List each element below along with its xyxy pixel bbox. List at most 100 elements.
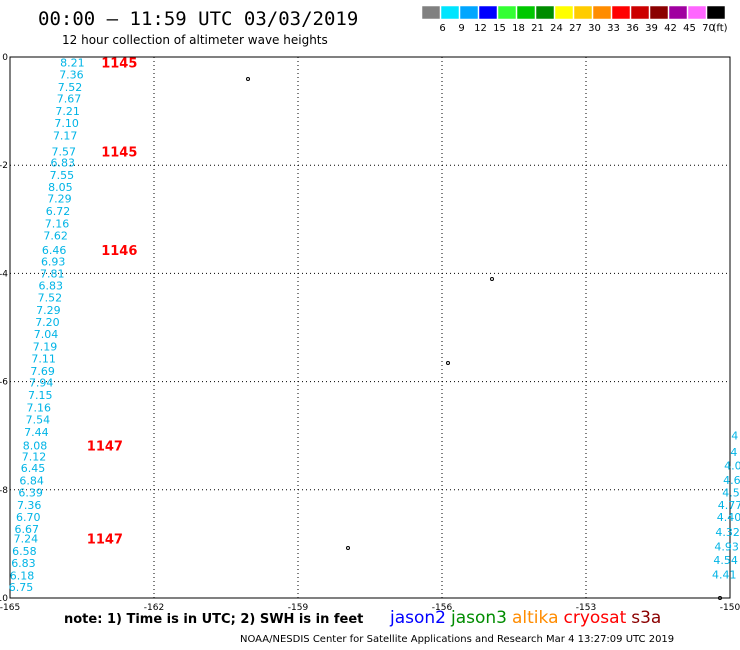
wave-height-value: 6.67 <box>15 523 40 536</box>
legend-swatch <box>535 6 555 20</box>
wave-height-value: 6.83 <box>11 557 36 570</box>
map-title: 00:00 – 11:59 UTC 03/03/2019 <box>38 8 359 30</box>
legend-swatch <box>440 6 460 20</box>
wave-height-value: 6.46 <box>42 244 67 257</box>
wave-height-value: 4.77 <box>718 499 740 512</box>
latitude-tick-label: -6 <box>0 378 8 388</box>
wave-height-value: 7.16 <box>27 402 52 415</box>
latitude-tick-label: 0 <box>2 53 8 63</box>
wave-height-value: 7.62 <box>43 230 68 243</box>
legend-swatch <box>497 6 517 20</box>
legend-label: 18 <box>512 23 525 34</box>
latitude-tick-label: -4 <box>0 269 8 279</box>
track-time-label: 1145 <box>101 146 137 161</box>
legend-swatch <box>668 6 688 20</box>
wave-height-value: 4.41 <box>712 569 737 582</box>
wave-height-value: 7.67 <box>57 93 82 106</box>
note-text: note: 1) Time is in UTC; 2) SWH is in fe… <box>64 612 364 627</box>
wave-height-value: 7.24 <box>14 532 39 545</box>
wave-height-value: 7.36 <box>17 499 42 512</box>
longitude-tick-label: -150 <box>720 603 740 613</box>
wave-height-value: 7.16 <box>45 218 70 231</box>
legend-swatch <box>592 6 612 20</box>
legend-label: 70 <box>702 23 715 34</box>
legend-label: 33 <box>607 23 620 34</box>
legend-label: 21 <box>531 23 544 34</box>
wave-height-value: 7.20 <box>35 316 60 329</box>
legend-label: 36 <box>626 23 639 34</box>
wave-height-value: 7.57 <box>52 146 77 159</box>
wave-height-value: 6.83 <box>39 279 64 292</box>
wave-height-value: 7.94 <box>29 377 54 390</box>
latitude-tick-label: -10 <box>0 594 8 604</box>
wave-height-value: 6.84 <box>19 475 44 488</box>
track-time-label: 1147 <box>87 439 123 454</box>
legend-label: 45 <box>683 23 696 34</box>
wave-height-value: 4.32 <box>715 526 740 539</box>
legend-swatch <box>706 6 726 20</box>
latitude-tick-label: -8 <box>0 486 8 496</box>
legend-swatch <box>630 6 650 20</box>
wave-height-value: 7.15 <box>28 389 53 402</box>
wave-height-value: 7.17 <box>53 129 78 142</box>
wave-height-value: 7.10 <box>54 117 79 130</box>
legend-swatch <box>649 6 669 20</box>
wave-height-value: 7.04 <box>34 328 59 341</box>
island-outline <box>346 546 350 550</box>
wave-height-value: 7.21 <box>55 105 80 118</box>
wave-height-value: 7.81 <box>40 267 65 280</box>
satellite-name: altika <box>512 608 559 628</box>
legend-label: 15 <box>493 23 506 34</box>
legend-swatch <box>459 6 479 20</box>
satellite-name: jason3 <box>451 608 507 628</box>
wave-height-value: 4.93 <box>714 541 739 554</box>
longitude-tick-label: -153 <box>576 603 596 613</box>
wave-height-value: 4.0 <box>724 459 740 472</box>
longitude-tick-label: -162 <box>144 603 164 613</box>
legend-label: 9 <box>458 23 464 34</box>
wave-height-value: 7.19 <box>33 340 58 353</box>
latitude-tick-label: -2 <box>0 161 8 171</box>
track-time-label: 1146 <box>101 244 137 259</box>
legend-swatch <box>422 6 441 20</box>
track-time-label: 1147 <box>87 532 123 547</box>
wave-height-value: 7.44 <box>24 426 49 439</box>
wave-height-value: 7.52 <box>58 81 83 94</box>
wave-height-value: 6.45 <box>21 462 46 475</box>
legend-label: 39 <box>645 23 658 34</box>
legend-swatch <box>516 6 536 20</box>
wave-height-value: 6.58 <box>12 545 37 558</box>
legend-swatch <box>554 6 574 20</box>
legend-label: 30 <box>588 23 601 34</box>
wave-height-value: 6.18 <box>10 569 35 582</box>
wave-height-value: 7.69 <box>30 365 55 378</box>
wave-height-value: 4.40 <box>717 511 740 524</box>
wave-height-value: 8.08 <box>23 439 48 452</box>
island-outline <box>446 361 450 365</box>
map-frame <box>9 56 731 599</box>
map-subtitle: 12 hour collection of altimeter wave hei… <box>62 33 328 47</box>
wave-height-value: 7.29 <box>47 193 72 206</box>
wave-height-value: 8.21 <box>60 56 85 69</box>
wave-height-value: 6.70 <box>16 511 41 524</box>
longitude-tick-label: -156 <box>432 603 453 613</box>
legend-swatch <box>573 6 593 20</box>
legend-label: 42 <box>664 23 677 34</box>
wave-height-value: 6.39 <box>18 487 43 500</box>
wave-height-value: 7.54 <box>26 413 51 426</box>
wave-height-value: 6.83 <box>51 156 76 169</box>
satellite-name: cryosat <box>563 608 627 628</box>
wave-height-value: 4.5 <box>722 487 740 500</box>
satellite-name: s3a <box>631 608 662 628</box>
wave-height-value: 4.6 <box>723 474 740 487</box>
legend-swatch <box>687 6 707 20</box>
legend-unit: (ft) <box>712 23 727 34</box>
island-outline <box>246 77 250 81</box>
island-outline <box>718 596 722 600</box>
legend-label: 24 <box>550 23 563 34</box>
legend-swatch <box>611 6 631 20</box>
wave-height-value: 4 <box>731 430 738 443</box>
wave-height-value: 6.72 <box>46 205 71 218</box>
wave-height-value: 7.12 <box>22 450 47 463</box>
legend-label: 27 <box>569 23 582 34</box>
